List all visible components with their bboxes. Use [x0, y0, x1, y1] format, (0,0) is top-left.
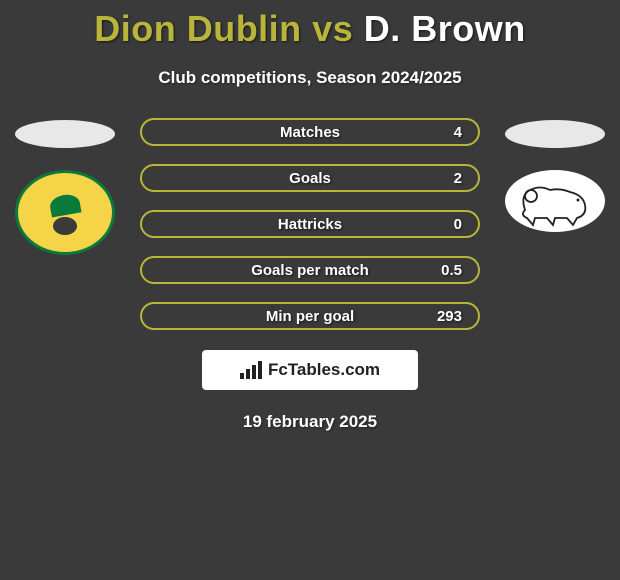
stat-row-gpm: Goals per match 0.5: [140, 256, 480, 284]
page-title: Dion Dublin vs D. Brown: [0, 0, 620, 50]
stat-value-right: 2: [454, 170, 462, 187]
left-column: [10, 118, 120, 330]
stat-row-mpg: Min per goal 293: [140, 302, 480, 330]
stat-label: Goals: [289, 170, 331, 187]
player2-avatar: [505, 120, 605, 148]
stat-label: Min per goal: [266, 308, 354, 325]
stat-value-right: 4: [454, 124, 462, 141]
player2-name: D. Brown: [364, 8, 526, 49]
stat-label: Goals per match: [251, 262, 369, 279]
subtitle: Club competitions, Season 2024/2025: [0, 68, 620, 88]
date-label: 19 february 2025: [0, 412, 620, 432]
stats-panel: Matches 4 Goals 2 Hattricks 0 Goals per …: [140, 118, 480, 330]
right-column: [500, 118, 610, 330]
derby-ram-icon: [505, 170, 605, 232]
brand-text: FcTables.com: [268, 360, 380, 380]
stat-row-hattricks: Hattricks 0: [140, 210, 480, 238]
player1-avatar: [15, 120, 115, 148]
stat-value-right: 0: [454, 216, 462, 233]
stat-label: Hattricks: [278, 216, 342, 233]
stat-label: Matches: [280, 124, 340, 141]
bar-chart-icon: [240, 361, 262, 379]
norwich-canary-icon: [35, 183, 95, 243]
comparison-content: Matches 4 Goals 2 Hattricks 0 Goals per …: [0, 118, 620, 330]
club-logo-right: [505, 170, 605, 232]
vs-label: vs: [312, 8, 353, 49]
player1-name: Dion Dublin: [94, 8, 301, 49]
brand-badge[interactable]: FcTables.com: [202, 350, 418, 390]
stat-row-goals: Goals 2: [140, 164, 480, 192]
club-logo-left: [15, 170, 115, 255]
stat-row-matches: Matches 4: [140, 118, 480, 146]
stat-value-right: 0.5: [441, 262, 462, 279]
stat-value-right: 293: [437, 308, 462, 325]
